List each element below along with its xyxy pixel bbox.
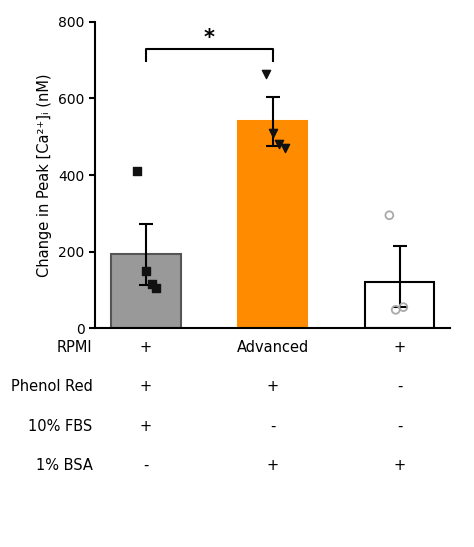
Text: +: + <box>139 379 152 394</box>
Point <box>269 129 276 137</box>
Point <box>385 211 393 220</box>
Point <box>392 305 400 314</box>
Text: -: - <box>397 418 402 434</box>
Y-axis label: Change in Peak [Ca²⁺]ᵢ (nM): Change in Peak [Ca²⁺]ᵢ (nM) <box>37 73 53 277</box>
Text: 10% FBS: 10% FBS <box>28 418 92 434</box>
Text: +: + <box>139 418 152 434</box>
Point <box>133 167 140 176</box>
Bar <box>110 254 181 328</box>
Bar <box>365 282 435 328</box>
Point <box>400 302 407 311</box>
Point <box>142 266 149 275</box>
Point <box>152 283 160 292</box>
Text: -: - <box>397 379 402 394</box>
Text: Advanced: Advanced <box>237 340 309 355</box>
Point <box>148 280 156 289</box>
Bar <box>237 121 308 328</box>
Text: Phenol Red: Phenol Red <box>10 379 92 394</box>
Text: -: - <box>143 458 148 473</box>
Text: +: + <box>393 340 406 355</box>
Text: 1% BSA: 1% BSA <box>36 458 92 473</box>
Text: +: + <box>266 458 279 473</box>
Text: +: + <box>393 458 406 473</box>
Point <box>275 140 283 149</box>
Text: RPMI: RPMI <box>57 340 92 355</box>
Text: *: * <box>203 28 215 48</box>
Text: -: - <box>270 418 275 434</box>
Point <box>263 69 270 78</box>
Text: +: + <box>266 379 279 394</box>
Point <box>282 144 289 153</box>
Text: +: + <box>139 340 152 355</box>
